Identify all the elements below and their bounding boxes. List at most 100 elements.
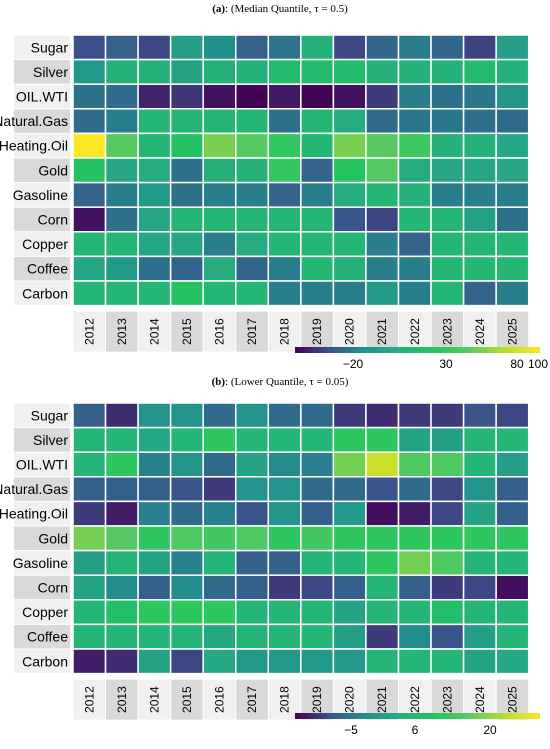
heatmap-cell [267, 132, 302, 159]
heatmap-cell [137, 58, 172, 85]
heatmap-cell [300, 181, 335, 208]
row-label-bg [14, 575, 70, 600]
heatmap-cell [462, 206, 497, 233]
heatmap-cell [104, 83, 139, 110]
heatmap-cell [462, 108, 497, 135]
column-label: 2016 [212, 318, 226, 345]
heatmap-cell [430, 231, 465, 258]
column-label: 2023 [440, 318, 454, 345]
column-label: 2019 [310, 318, 324, 345]
heatmap-cell [169, 648, 204, 675]
row-label-bg [14, 428, 70, 452]
heatmap-cell [235, 58, 270, 85]
heatmap-cell [332, 623, 367, 650]
heatmap-cell [397, 476, 432, 503]
column-label: 2025 [505, 686, 519, 713]
heatmap-cell [235, 451, 270, 478]
heatmap-cell [397, 83, 432, 110]
heatmap-cell [169, 623, 204, 650]
heatmap-cell [300, 157, 335, 184]
heatmap-cell [462, 157, 497, 184]
heatmap-cell [430, 599, 465, 626]
heatmap-cell [462, 58, 497, 85]
heatmap-cell [365, 83, 400, 110]
heatmap-cell [397, 623, 432, 650]
heatmap-cell [495, 599, 530, 626]
heatmap-cell [104, 525, 139, 552]
column-label-bg [138, 311, 171, 352]
heatmap-cell [365, 34, 400, 61]
row-label-bg [14, 624, 70, 649]
heatmap-cell [72, 402, 107, 429]
heatmap-cell [300, 58, 335, 85]
heatmap-cell [72, 574, 107, 601]
heatmap-cell [235, 108, 270, 135]
column-label-bg [366, 679, 398, 720]
row-label-bg [14, 649, 70, 674]
heatmap-cell [169, 58, 204, 85]
heatmap-panel-a: Sugar Silver OIL.WTI Natural.Gas Heating.Oil… [0, 34, 548, 371]
column-label-bg [268, 311, 301, 352]
heatmap-cell [104, 451, 139, 478]
heatmap-cell [235, 231, 270, 258]
heatmap-cell [365, 451, 400, 478]
heatmap-cell [397, 402, 432, 429]
heatmap-cell [137, 255, 172, 282]
column-label: 2013 [115, 318, 129, 345]
heatmap-cell [300, 525, 335, 552]
heatmap-cell [235, 280, 270, 307]
row-label: Sugar [31, 39, 69, 55]
column-label: 2015 [180, 318, 194, 345]
heatmap-cell [267, 58, 302, 85]
heatmap-cell [397, 132, 432, 159]
heatmap-cell [462, 574, 497, 601]
heatmap-cell [169, 231, 204, 258]
heatmap-cell [137, 525, 172, 552]
heatmap-cell [462, 623, 497, 650]
heatmap-cell [300, 231, 335, 258]
column-label-bg [464, 679, 496, 720]
heatmap-cell [495, 451, 530, 478]
heatmap-cell [202, 525, 237, 552]
row-label: Gasoline [13, 555, 68, 571]
heatmap-cell [267, 231, 302, 258]
heatmap-cell [397, 599, 432, 626]
heatmap-cell [235, 549, 270, 576]
heatmap-cell [300, 623, 335, 650]
heatmap-cell [495, 549, 530, 576]
heatmap-cell [462, 500, 497, 527]
heatmap-cell [104, 623, 139, 650]
heatmap-cell [430, 34, 465, 61]
column-label-bg [171, 311, 203, 352]
row-label-bg [14, 281, 70, 306]
heatmap-cell [430, 181, 465, 208]
heatmap-cell [169, 34, 204, 61]
heatmap-cell [169, 157, 204, 184]
heatmap-cell [495, 574, 530, 601]
heatmap-cell [332, 231, 367, 258]
heatmap-cell [267, 451, 302, 478]
column-label-bg [106, 311, 138, 352]
heatmap-cell [202, 574, 237, 601]
heatmap-cell [397, 500, 432, 527]
row-label-bg [14, 501, 70, 526]
heatmap-cell [202, 58, 237, 85]
heatmap-cell [365, 58, 400, 85]
heatmap-cell [332, 525, 367, 552]
heatmap-cell [267, 83, 302, 110]
column-label-bg [399, 679, 431, 720]
column-label: 2019 [310, 686, 324, 713]
row-label: Gold [38, 530, 68, 546]
heatmap-cell [72, 476, 107, 503]
heatmap-cell [72, 599, 107, 626]
heatmap-cell [137, 231, 172, 258]
heatmap-cell [169, 108, 204, 135]
heatmap-cell [104, 574, 139, 601]
column-label-bg [496, 311, 529, 352]
colorbar-tick-label: −20 [343, 357, 364, 371]
row-label-bg [14, 109, 70, 133]
column-label: 2013 [115, 686, 129, 713]
panel-a-title-rest: : (Median Quantile, τ = 0.5) [225, 3, 348, 15]
heatmap-cell [300, 451, 335, 478]
heatmap-cell [267, 500, 302, 527]
